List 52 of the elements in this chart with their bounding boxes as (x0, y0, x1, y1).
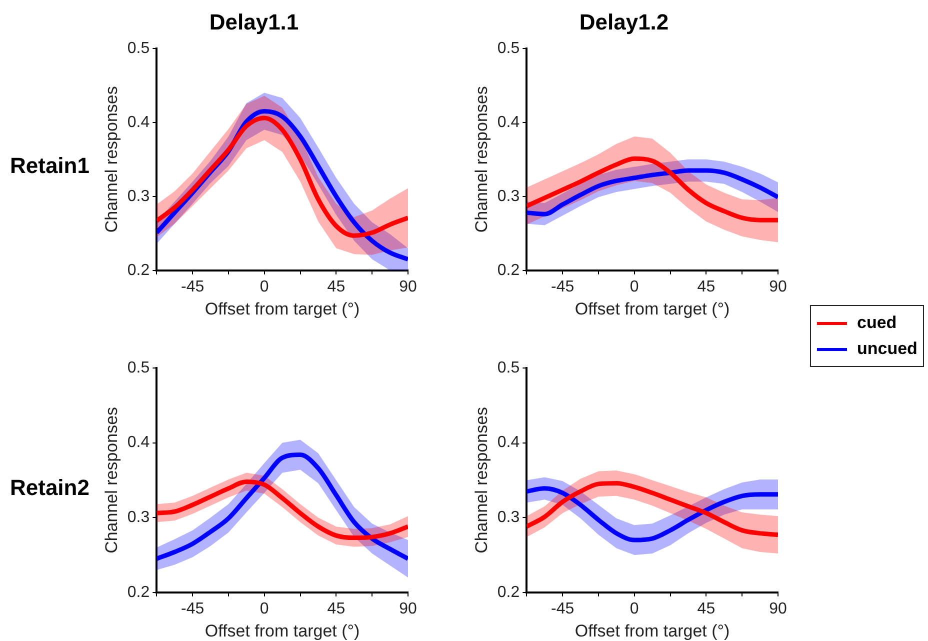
y-tick-label: 0.3 (127, 188, 150, 205)
y-tick-label: 0.3 (497, 509, 520, 526)
x-tick-label: 0 (260, 600, 269, 618)
x-axis-title: Offset from target (°) (574, 621, 730, 640)
x-tick-label: 90 (769, 600, 787, 618)
y-tick-label: 0.4 (127, 114, 150, 131)
x-tick-label: 0 (630, 278, 639, 296)
y-tick-label: 0.2 (497, 262, 520, 279)
y-tick-label: 0.5 (127, 40, 150, 57)
x-axis-title: Offset from target (°) (204, 621, 360, 640)
x-tick-label: -45 (180, 600, 204, 618)
y-axis-title: Channel responses (472, 86, 491, 233)
x-tick-label: -45 (550, 600, 574, 618)
legend-label: cued (857, 313, 897, 333)
line-series (526, 486, 778, 542)
line-series (156, 116, 408, 238)
y-tick-label: 0.5 (127, 359, 150, 376)
y-tick-label: 0.3 (127, 509, 150, 526)
chart-title: Delay1.1 (209, 9, 299, 34)
y-axis-title: Channel responses (102, 86, 121, 233)
y-axis-title: Channel responses (102, 406, 121, 554)
x-tick-label: 90 (769, 278, 787, 296)
x-tick-label: 0 (630, 600, 639, 618)
line-series (526, 168, 778, 216)
y-tick-label: 0.4 (127, 434, 150, 452)
x-tick-label: 45 (327, 278, 346, 296)
y-tick-label: 0.4 (497, 114, 520, 131)
x-tick-label: -45 (180, 278, 204, 296)
x-tick-label: 90 (399, 278, 417, 296)
text: Retain2 (10, 475, 90, 501)
y-tick-label: 0.5 (497, 40, 520, 57)
x-tick-label: 45 (697, 600, 716, 618)
line-series (156, 479, 408, 540)
y-tick-label: 0.4 (497, 434, 520, 452)
legend-label: uncued (857, 339, 918, 359)
x-tick-label: 45 (697, 278, 716, 296)
x-tick-label: -45 (550, 278, 574, 296)
chart-title: Delay1.2 (579, 9, 669, 34)
y-tick-label: 0.3 (497, 188, 520, 205)
x-axis-title: Offset from target (°) (204, 299, 360, 318)
line-series (526, 480, 778, 538)
y-tick-label: 0.2 (127, 262, 150, 279)
x-tick-label: 90 (399, 600, 417, 618)
y-tick-label: 0.5 (497, 359, 520, 376)
x-tick-label: 0 (260, 278, 269, 296)
text: Retain1 (10, 153, 90, 179)
line-series (156, 452, 408, 561)
x-tick-label: 45 (327, 600, 346, 618)
y-tick-label: 0.2 (127, 584, 150, 601)
x-axis-title: Offset from target (°) (574, 299, 730, 318)
y-tick-label: 0.2 (497, 584, 520, 601)
y-axis-title: Channel responses (472, 406, 491, 554)
